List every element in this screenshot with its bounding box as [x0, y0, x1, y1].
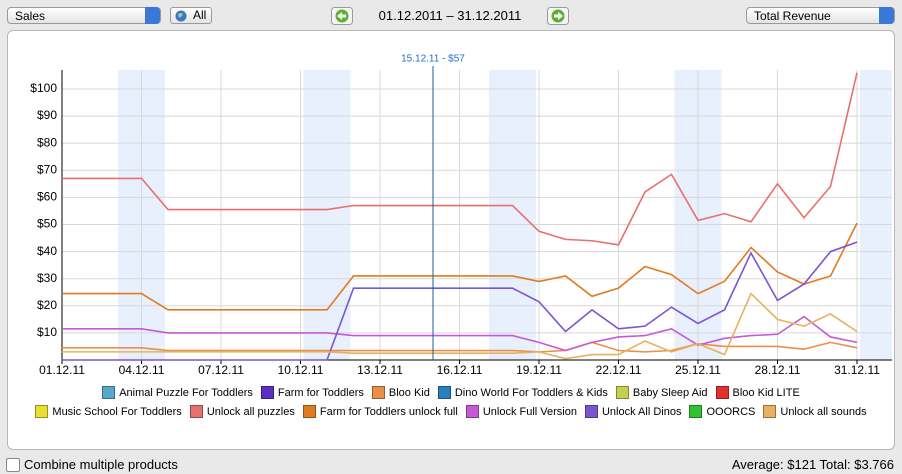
legend-item[interactable]: Animal Puzzle For Toddlers	[102, 386, 253, 399]
series-line	[62, 222, 858, 311]
y-tick-label: $50	[37, 217, 57, 231]
select-arrow	[145, 7, 160, 24]
legend-label: Dino World For Toddlers & Kids	[454, 386, 608, 399]
x-tick-label: 13.12.11	[357, 363, 403, 377]
legend-item[interactable]: Farm for Toddlers	[260, 386, 364, 399]
legend-swatch	[715, 386, 729, 399]
legend-label: Farm for Toddlers	[277, 386, 364, 399]
combine-option[interactable]: Combine multiple products	[6, 457, 178, 472]
cursor-label: 15.12.11 - $57	[401, 54, 465, 65]
y-tick-label: $20	[37, 298, 57, 312]
x-tick-label: 22.12.11	[596, 363, 642, 377]
legend-row: Music School For Toddlers Unlock all puzz…	[7, 402, 895, 421]
legend-item[interactable]: Unlock All Dinos	[584, 405, 682, 418]
legend-item[interactable]: Bloo Kid LITE	[715, 386, 800, 399]
select-arrow	[879, 7, 894, 24]
legend-item[interactable]: Baby Sleep Aid	[615, 386, 708, 399]
legend-swatch	[584, 405, 598, 418]
legend-swatch	[437, 386, 451, 399]
product-select[interactable]: Sales	[7, 7, 161, 24]
x-tick-label: 31.12.11	[834, 363, 880, 377]
legend-label: OOORCS	[706, 405, 756, 418]
legend-swatch	[371, 386, 385, 399]
scope-button[interactable]: All	[170, 7, 212, 24]
legend-swatch	[189, 405, 203, 418]
weekend-band	[860, 70, 892, 360]
legend-swatch	[102, 386, 116, 399]
series-line	[62, 241, 858, 361]
chart: $10 $20 $30 $40 $50 $60 $70 $80 $90 $100 01.12.11 0…	[30, 54, 892, 377]
next-button[interactable]	[547, 7, 569, 25]
y-tick-label: $80	[37, 135, 57, 149]
legend-swatch	[35, 405, 49, 418]
legend-swatch	[689, 405, 703, 418]
checkbox[interactable]	[6, 457, 20, 472]
legend-swatch	[260, 386, 274, 399]
legend-label: Farm for Toddlers unlock full	[319, 405, 458, 418]
x-tick-label: 28.12.11	[755, 363, 801, 377]
y-tick-label: $100	[30, 81, 57, 95]
x-tick-label: 07.12.11	[198, 363, 244, 377]
legend-item[interactable]: Unlock all puzzles	[189, 405, 295, 418]
series-line	[62, 315, 858, 352]
y-tick-label: $40	[37, 244, 57, 258]
legend-item[interactable]: Farm for Toddlers unlock full	[302, 405, 458, 418]
series-line	[62, 341, 858, 353]
x-tick-label: 25.12.11	[675, 363, 721, 377]
legend-swatch	[302, 405, 316, 418]
weekend-band	[303, 70, 351, 360]
legend-item[interactable]: Dino World For Toddlers & Kids	[437, 386, 608, 399]
legend-swatch	[465, 405, 479, 418]
x-tick-label: 01.12.11	[39, 363, 85, 377]
legend-item[interactable]: Unlock all sounds	[763, 405, 867, 418]
y-tick-label: $90	[37, 108, 57, 122]
weekend-band	[489, 70, 536, 360]
metric-select-text: Total Revenue	[754, 9, 831, 23]
series-line	[62, 292, 858, 360]
legend-label: Bloo Kid LITE	[732, 386, 800, 399]
legend-item[interactable]: Music School For Toddlers	[35, 405, 182, 418]
legend-item[interactable]: Bloo Kid	[371, 386, 430, 399]
legend-label: Baby Sleep Aid	[632, 386, 708, 399]
legend-label: Music School For Toddlers	[52, 405, 182, 418]
legend-swatch	[763, 405, 777, 418]
scope-text: All	[193, 8, 207, 22]
legend-label: Bloo Kid	[388, 386, 430, 399]
legend-swatch	[615, 386, 629, 399]
y-tick-label: $60	[37, 190, 57, 204]
metric-select[interactable]: Total Revenue	[746, 7, 895, 24]
globe-icon	[175, 10, 187, 22]
summary: Average: $121 Total: $3.766	[731, 457, 894, 472]
x-tick-label: 19.12.11	[516, 363, 562, 377]
x-tick-label: 16.12.11	[437, 363, 483, 377]
legend-item[interactable]: Unlock Full Version	[465, 405, 577, 418]
legend-label: Unlock all sounds	[780, 405, 867, 418]
legend-label: Unlock Full Version	[482, 405, 577, 418]
legend-item[interactable]: OOORCS	[689, 405, 755, 418]
legend-label: Animal Puzzle For Toddlers	[119, 386, 253, 399]
x-tick-label: 04.12.11	[119, 363, 165, 377]
legend-label: Unlock All Dinos	[601, 405, 682, 418]
y-tick-label: $10	[37, 325, 57, 339]
prev-button[interactable]	[331, 7, 353, 25]
legend-label: Unlock all puzzles	[206, 405, 295, 418]
legend-row: Animal Puzzle For Toddlers Farm for Toddl…	[7, 383, 895, 402]
legend: Animal Puzzle For Toddlers Farm for Toddl…	[7, 383, 895, 421]
checkbox-label: Combine multiple products	[24, 457, 178, 472]
series-line	[62, 72, 858, 246]
date-range: 01.12.2011 – 31.12.2011	[378, 8, 522, 23]
y-tick-label: $30	[37, 271, 57, 285]
x-tick-label: 10.12.11	[278, 363, 324, 377]
y-tick-label: $70	[37, 162, 57, 176]
product-select-text: Sales	[15, 9, 46, 23]
